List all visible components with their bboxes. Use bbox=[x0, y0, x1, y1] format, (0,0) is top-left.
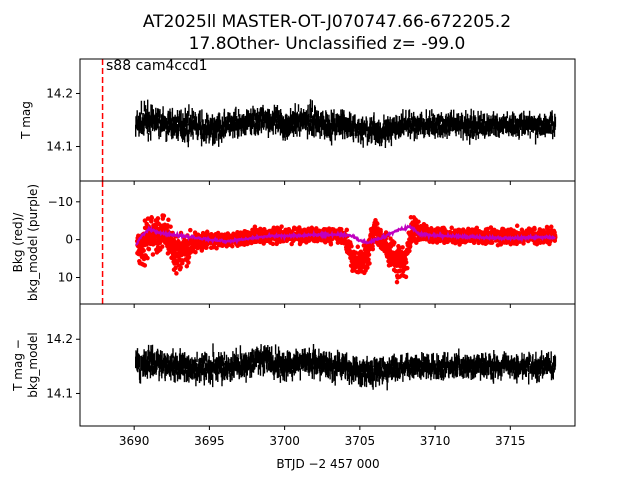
y-tick-label: 14.2 bbox=[46, 332, 73, 346]
plot-area bbox=[134, 213, 558, 285]
tmag-series bbox=[135, 99, 557, 148]
y-axis-label: T mag bbox=[19, 101, 33, 140]
axes-frame bbox=[79, 303, 576, 427]
tmag-errorbars bbox=[135, 343, 557, 391]
tmag-series bbox=[135, 343, 557, 391]
y-tick-label: −10 bbox=[48, 195, 73, 209]
bkg-model-line bbox=[135, 223, 556, 246]
tmag-errorbars bbox=[135, 99, 557, 148]
plot-area bbox=[135, 99, 557, 148]
x-tick-label: 3690 bbox=[119, 434, 150, 448]
chart-title-line1: AT2025ll MASTER-OT-J070747.66-672205.2 bbox=[143, 12, 511, 32]
panel-middle-background: −10 0 10 Bkg (red)/bkg_model (purple) bbox=[11, 180, 576, 308]
y-axis-label: bkg_model (purple) bbox=[26, 184, 40, 301]
y-tick-label: 14.1 bbox=[46, 386, 73, 400]
x-tick-label: 3715 bbox=[495, 434, 526, 448]
background-points bbox=[134, 213, 558, 285]
panel-bottom-tmag-minus-bkg: 3690 3695 3700 3705 3710 3715 14.1 14.2 T mag − b… bbox=[11, 303, 576, 448]
chart-title-line2: 17.8Other- Unclassified z= -99.0 bbox=[189, 34, 466, 54]
x-tick-label: 3700 bbox=[269, 434, 300, 448]
plot-area bbox=[135, 343, 557, 391]
x-axis-label: BTJD −2 457 000 bbox=[276, 457, 379, 471]
x-tick-label: 3695 bbox=[194, 434, 225, 448]
background-series bbox=[134, 213, 558, 285]
panel-top-tmag: 14.1 14.2 T mag bbox=[19, 58, 576, 185]
y-tick-label: 14.1 bbox=[46, 140, 73, 154]
bkg-model-series bbox=[135, 223, 556, 246]
y-tick-label: 10 bbox=[58, 271, 73, 285]
y-tick-label: 14.2 bbox=[46, 86, 73, 100]
y-axis-label: Bkg (red)/ bbox=[11, 212, 25, 273]
y-axis-label: T mag − bbox=[11, 339, 25, 392]
x-tick-label: 3705 bbox=[345, 434, 376, 448]
y-tick-label: 0 bbox=[65, 233, 73, 247]
x-tick-label: 3710 bbox=[420, 434, 451, 448]
y-axis-label: bkg_model bbox=[26, 332, 40, 398]
annotation-sector: s88 cam4ccd1 bbox=[106, 58, 208, 74]
